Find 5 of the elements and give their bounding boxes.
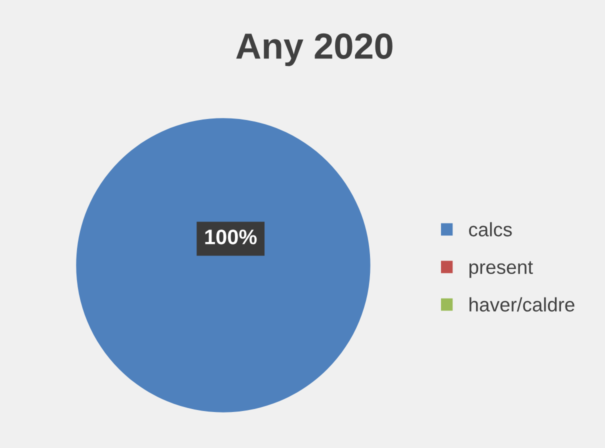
data-label: 100% [205,230,257,244]
chart-title: Any 2020 [236,33,392,66]
legend-label: calcs [469,222,512,236]
legend-label: haver/caldre [470,297,574,312]
legend-label: present [469,261,533,278]
